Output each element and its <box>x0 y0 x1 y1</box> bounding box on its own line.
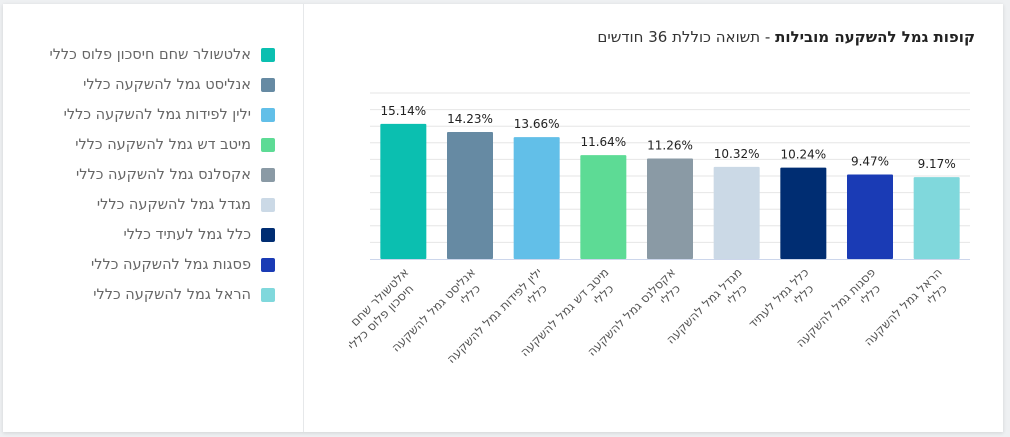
bar <box>447 132 493 259</box>
legend-item[interactable]: כלל גמל לעתיד כללי <box>3 220 275 250</box>
legend-swatch <box>261 138 275 152</box>
data-label: 10.32% <box>714 147 760 161</box>
bar <box>713 166 760 259</box>
legend-label: אנליסט גמל להשקעה כללי <box>83 77 251 93</box>
legend-swatch <box>261 198 275 212</box>
legend-swatch <box>261 168 275 182</box>
legend-item[interactable]: הראל גמל להשקעה כללי <box>3 280 275 310</box>
legend-item[interactable]: אלטשולר שחם חיסכון פלוס כללי <box>3 40 275 70</box>
legend-label: ילין לפידות גמל להשקעה כללי <box>63 107 251 123</box>
legend-label: פסגות גמל להשקעה כללי <box>90 257 251 273</box>
data-label: 9.17% <box>918 157 956 171</box>
bar <box>513 137 560 259</box>
bar <box>580 155 627 259</box>
x-tick-label: הראל גמל להשקעהכללי <box>861 265 955 359</box>
x-tick-label: מגדל גמל להשקעהכללי <box>663 265 755 357</box>
data-label: 9.47% <box>851 154 889 168</box>
bar <box>647 158 693 259</box>
legend-item[interactable]: אקסלנס גמל להשקעה כללי <box>3 160 275 190</box>
chart-subtitle: - תשואה כוללת 36 חודשים <box>597 28 776 46</box>
legend-item[interactable]: מגדל גמל להשקעה כללי <box>3 190 275 220</box>
legend: אלטשולר שחם חיסכון פלוס כללי אנליסט גמל ל… <box>3 40 275 310</box>
data-label: 11.26% <box>647 139 693 153</box>
bar <box>847 174 893 259</box>
legend-item[interactable]: פסגות גמל להשקעה כללי <box>3 250 275 280</box>
bar <box>913 177 960 259</box>
chart-card: קופות גמל להשקעה מובילות - תשואה כוללת 3… <box>3 4 1003 432</box>
legend-label: כלל גמל לעתיד כללי <box>123 227 251 243</box>
legend-swatch <box>261 78 275 92</box>
divider <box>303 4 304 432</box>
chart-title-bold: קופות גמל להשקעה מובילות <box>775 28 975 46</box>
legend-label: הראל גמל להשקעה כללי <box>93 287 251 303</box>
legend-item[interactable]: מיטב דש גמל להשקעה כללי <box>3 130 275 160</box>
data-label: 15.14% <box>380 104 426 118</box>
legend-label: אקסלנס גמל להשקעה כללי <box>76 167 251 183</box>
data-label: 10.24% <box>780 148 826 162</box>
legend-swatch <box>261 288 275 302</box>
legend-item[interactable]: אנליסט גמל להשקעה כללי <box>3 70 275 100</box>
legend-swatch <box>261 48 275 62</box>
bar <box>380 123 427 259</box>
x-tick-label: פסגות גמל להשקעהכללי <box>793 265 888 360</box>
legend-label: מגדל גמל להשקעה כללי <box>96 197 251 213</box>
data-label: 14.23% <box>447 112 493 126</box>
data-label: 11.64% <box>580 135 626 149</box>
bar <box>780 167 827 259</box>
legend-swatch <box>261 258 275 272</box>
chart-title: קופות גמל להשקעה מובילות - תשואה כוללת 3… <box>597 28 975 46</box>
legend-label: מיטב דש גמל להשקעה כללי <box>75 137 251 153</box>
legend-swatch <box>261 228 275 242</box>
legend-item[interactable]: ילין לפידות גמל להשקעה כללי <box>3 100 275 130</box>
data-label: 13.66% <box>514 117 560 131</box>
legend-label: אלטשולר שחם חיסכון פלוס כללי <box>49 47 251 63</box>
legend-swatch <box>261 108 275 122</box>
